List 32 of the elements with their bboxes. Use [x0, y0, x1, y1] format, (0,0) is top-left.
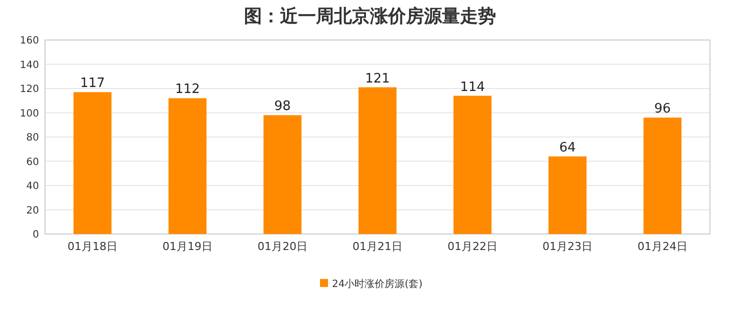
- data-label: 64: [559, 140, 576, 156]
- y-tick-label: 80: [26, 132, 39, 144]
- bar: [644, 118, 682, 234]
- x-tick-label: 01月24日: [638, 240, 688, 253]
- x-tick-label: 01月22日: [448, 240, 498, 253]
- bar: [74, 92, 112, 234]
- y-tick-label: 60: [26, 156, 39, 168]
- y-tick-label: 40: [26, 181, 39, 192]
- x-tick-label: 01月19日: [162, 240, 212, 253]
- data-label: 96: [654, 102, 671, 117]
- bar: [264, 115, 302, 234]
- y-tick-label: 160: [20, 36, 39, 46]
- data-label: 114: [460, 80, 485, 95]
- y-tick-label: 0: [32, 230, 39, 240]
- y-tick-label: 100: [20, 108, 39, 120]
- chart-title: 图：近一周北京涨价房源量走势: [244, 6, 496, 27]
- y-tick-label: 140: [20, 60, 39, 71]
- y-tick-label: 120: [20, 84, 39, 95]
- bar: [548, 156, 586, 234]
- x-tick-label: 01月20日: [258, 240, 308, 253]
- x-tick-label: 01月23日: [542, 240, 592, 253]
- y-tick-label: 20: [26, 205, 39, 216]
- x-tick-label: 01月18日: [68, 240, 118, 253]
- data-label: 121: [365, 71, 390, 86]
- bar: [358, 87, 396, 234]
- bar: [454, 96, 492, 234]
- bar: [168, 98, 206, 234]
- x-tick-label: 01月21日: [352, 240, 402, 253]
- legend-label: 24小时涨价房源(套): [332, 278, 423, 290]
- data-label: 98: [274, 99, 291, 114]
- data-label: 117: [80, 76, 105, 92]
- data-label: 112: [175, 82, 200, 98]
